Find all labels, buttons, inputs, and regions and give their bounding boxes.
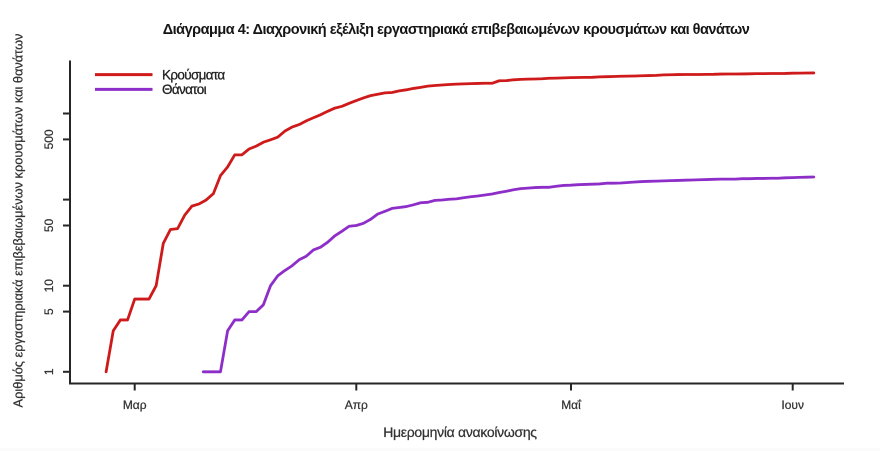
svg-text:Κρούσματα: Κρούσματα [162, 68, 225, 83]
svg-text:50: 50 [42, 219, 56, 233]
svg-text:500: 500 [42, 129, 56, 149]
svg-text:10: 10 [42, 279, 56, 293]
svg-text:Μαρ: Μαρ [123, 398, 147, 412]
svg-text:Θάνατοι: Θάνατοι [162, 82, 207, 97]
svg-text:Διάγραμμα 4: Διαχρονική εξέλιξ: Διάγραμμα 4: Διαχρονική εξέλιξη εργαστηρ… [163, 22, 750, 38]
svg-text:Μαΐ: Μαΐ [561, 398, 582, 412]
svg-text:Απρ: Απρ [345, 398, 368, 412]
svg-text:Αριθμός εργαστηριακά επιβεβαιω: Αριθμός εργαστηριακά επιβεβαιωμένων κρου… [11, 34, 26, 408]
svg-text:Ιουν: Ιουν [781, 398, 804, 412]
svg-text:1: 1 [42, 368, 56, 375]
svg-text:5: 5 [42, 308, 56, 315]
svg-text:Ημερομηνία ανακοίνωσης: Ημερομηνία ανακοίνωσης [383, 424, 537, 440]
